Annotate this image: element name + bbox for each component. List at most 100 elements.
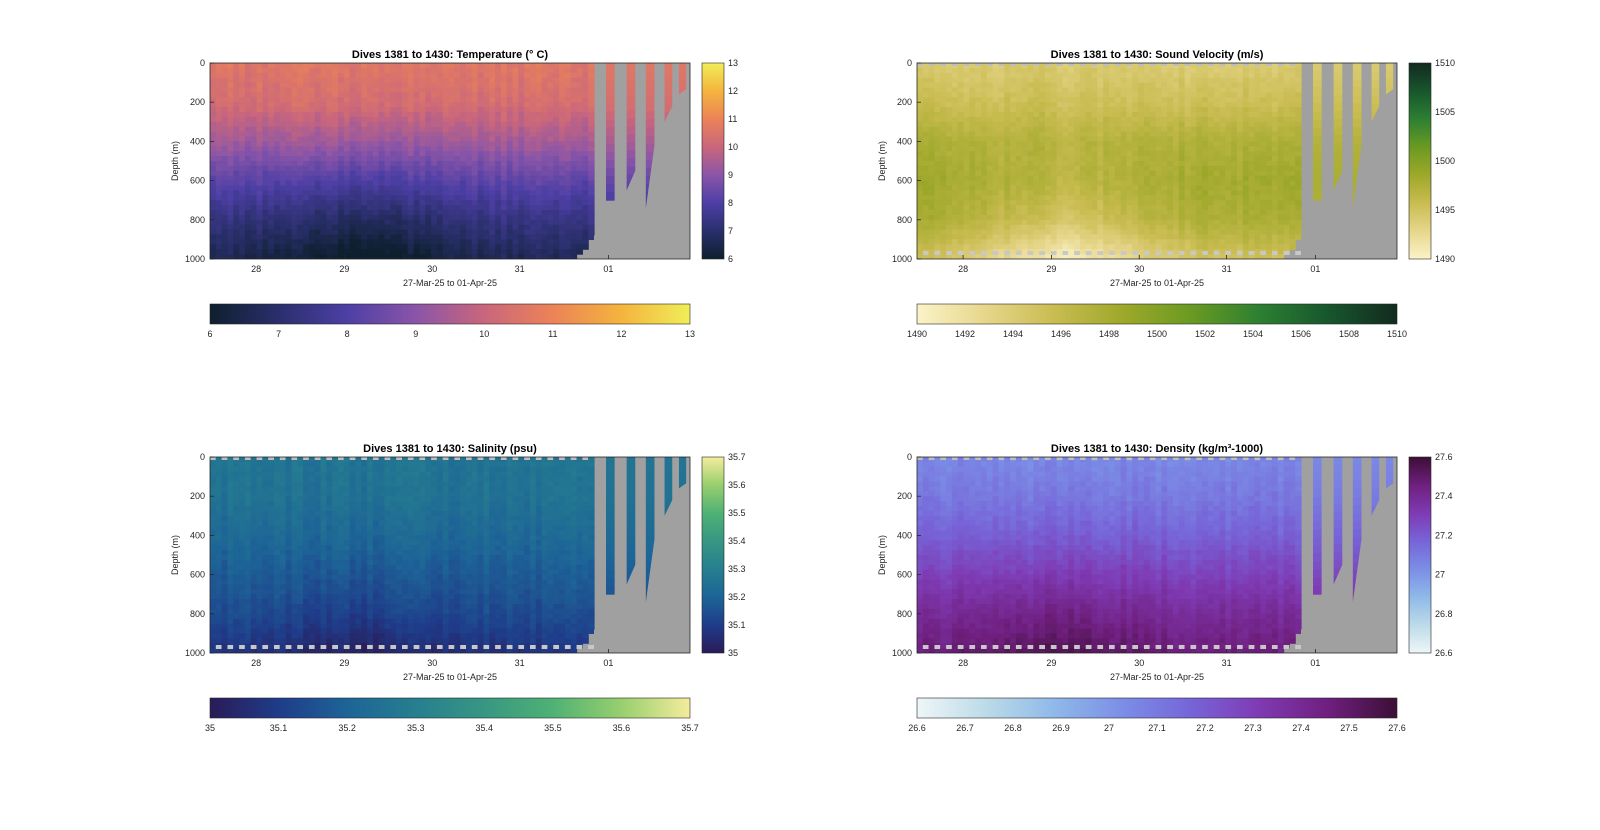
heatmap-cell	[547, 72, 554, 79]
heatmap-cell	[518, 210, 525, 216]
heatmap-cell	[1126, 87, 1133, 93]
heatmap-cell	[1178, 77, 1186, 84]
heatmap-cell	[448, 219, 455, 226]
heatmap-cell	[297, 72, 304, 79]
heatmap-cell	[1091, 219, 1098, 226]
heatmap-cell	[1033, 210, 1040, 216]
heatmap-cell	[547, 200, 554, 206]
heatmap-cell	[530, 165, 537, 172]
heatmap-cell	[233, 131, 240, 138]
heatmap-cell	[512, 77, 519, 84]
heatmap-cell	[1155, 219, 1162, 226]
heatmap-cell	[559, 102, 566, 108]
heatmap-cell	[564, 67, 572, 74]
heatmap-cell	[922, 219, 930, 226]
heatmap-cell	[1132, 126, 1139, 133]
heatmap-cell	[957, 185, 965, 191]
heatmap-cell	[425, 102, 432, 108]
heatmap-cell	[349, 165, 357, 172]
heatmap-cell	[582, 244, 589, 250]
heatmap-cell	[922, 244, 930, 250]
heatmap-cell	[1085, 229, 1093, 236]
heatmap-cell	[402, 131, 409, 138]
heatmap-cell	[506, 136, 514, 142]
heatmap-cell	[239, 200, 246, 206]
heatmap-cell	[1167, 170, 1174, 177]
heatmap-cell	[413, 107, 421, 113]
heatmap-cell	[506, 175, 514, 182]
heatmap-cell	[466, 219, 473, 226]
heatmap-cell	[1103, 175, 1110, 182]
heatmap-cell	[986, 234, 994, 240]
heatmap-cell	[460, 224, 467, 231]
heatmap-cell	[1120, 210, 1128, 216]
heatmap-cell	[227, 200, 234, 206]
heatmap-cell	[407, 244, 415, 250]
heatmap-cell	[314, 63, 322, 69]
heatmap-cell	[1161, 92, 1168, 98]
heatmap-cell	[1109, 214, 1116, 221]
heatmap-cell	[326, 190, 333, 196]
heatmap-cell	[1149, 126, 1157, 133]
heatmap-cell	[1045, 234, 1052, 240]
heatmap-cell	[274, 219, 281, 226]
heatmap-cell	[1196, 249, 1203, 255]
heatmap-cell	[279, 175, 287, 182]
heatmap-cell	[934, 116, 941, 123]
heatmap-cell	[1079, 200, 1087, 206]
heatmap-cell	[1050, 180, 1058, 187]
heatmap-cell	[951, 151, 959, 157]
heatmap-cell	[570, 214, 578, 221]
heatmap-cell	[279, 170, 287, 177]
heatmap-cell	[1004, 136, 1011, 142]
heatmap-cell	[407, 131, 415, 138]
heatmap-cell	[495, 244, 502, 250]
heatmap-cell	[361, 229, 368, 236]
heatmap-cell	[934, 170, 941, 177]
heatmap-cell	[442, 82, 450, 89]
heatmap-cell	[564, 92, 572, 98]
heatmap-cell	[466, 126, 473, 133]
heatmap-cell	[1027, 205, 1034, 211]
heatmap-cell	[1103, 254, 1110, 259]
heatmap-cell	[268, 107, 275, 113]
heatmap-cell	[349, 224, 357, 231]
heatmap-cell	[1207, 229, 1215, 236]
heatmap-cell	[1190, 67, 1197, 74]
heatmap-cell	[500, 112, 508, 118]
heatmap-cell	[1184, 200, 1192, 206]
heatmap-cell	[1184, 161, 1192, 167]
heatmap-cell	[535, 141, 543, 147]
heatmap-cell	[1225, 141, 1232, 147]
heatmap-cell	[332, 121, 339, 128]
heatmap-cell	[343, 224, 351, 231]
heatmap-cell	[1120, 151, 1128, 157]
heatmap-cell	[1068, 151, 1075, 157]
heatmap-cell	[297, 141, 304, 147]
heatmap-cell	[378, 175, 386, 182]
heatmap-cell	[326, 131, 333, 138]
dive-strip	[645, 159, 655, 169]
heatmap-cell	[917, 151, 924, 157]
heatmap-cell	[1033, 141, 1040, 147]
heatmap-cell	[407, 219, 415, 226]
heatmap-cell	[582, 210, 589, 216]
heatmap-cell	[483, 214, 490, 221]
heatmap-cell	[279, 200, 287, 206]
heatmap-cell	[442, 97, 450, 103]
heatmap-cell	[1039, 244, 1046, 250]
heatmap-cell	[1085, 131, 1093, 138]
heatmap-cell	[1050, 224, 1058, 231]
heatmap-cell	[244, 151, 252, 157]
heatmap-cell	[1120, 72, 1128, 79]
heatmap-cell	[1202, 131, 1209, 138]
heatmap-cell	[1219, 151, 1226, 157]
heatmap-cell	[1056, 72, 1064, 79]
heatmap-cell	[1021, 224, 1029, 231]
heatmap-cell	[1021, 72, 1029, 79]
heatmap-cell	[530, 214, 537, 221]
heatmap-cell	[530, 254, 537, 259]
heatmap-cell	[512, 141, 519, 147]
heatmap-cell	[1219, 170, 1226, 177]
heatmap-cell	[227, 141, 234, 147]
